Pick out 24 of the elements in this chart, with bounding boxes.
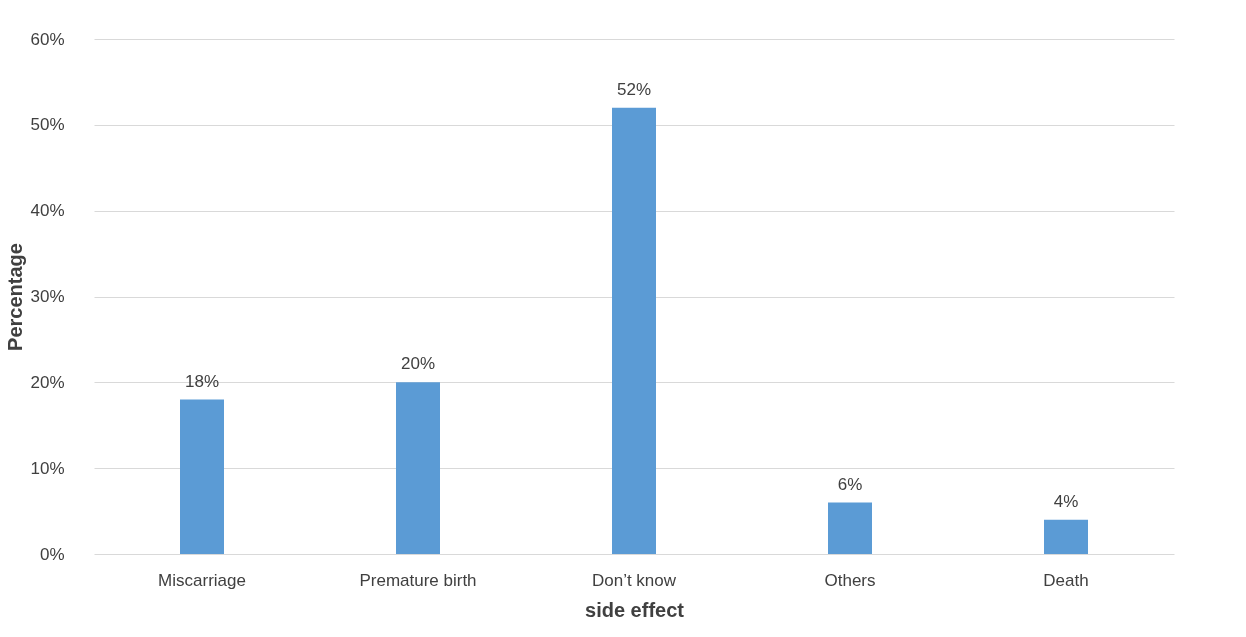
y-tick-label: 0% [39, 544, 65, 564]
data-label: 6% [837, 474, 863, 494]
x-tick-label: Death [1043, 570, 1089, 590]
y-tick-label: 10% [30, 458, 65, 478]
x-axis-title: side effect [585, 598, 685, 621]
y-tick-label: 20% [30, 372, 65, 392]
y-tick-label: 40% [30, 201, 65, 221]
bar [612, 107, 656, 554]
y-tick-label: 60% [30, 29, 65, 49]
y-tick-label: 30% [30, 287, 65, 306]
y-tick-label: 50% [30, 115, 65, 135]
x-tick-label: Miscarriage [158, 570, 246, 590]
data-label: 52% [616, 79, 652, 99]
data-label: 20% [400, 354, 436, 374]
y-axis-title: Percentage [4, 243, 27, 351]
bar [828, 502, 872, 554]
bar [396, 382, 440, 554]
x-tick-label: Don’t know [591, 570, 677, 590]
data-label: 18% [184, 371, 220, 391]
bar [180, 399, 224, 554]
bar [1044, 519, 1088, 554]
x-tick-label: Premature birth [359, 570, 477, 590]
x-tick-label: Others [824, 570, 876, 590]
data-label: 4% [1053, 491, 1079, 511]
